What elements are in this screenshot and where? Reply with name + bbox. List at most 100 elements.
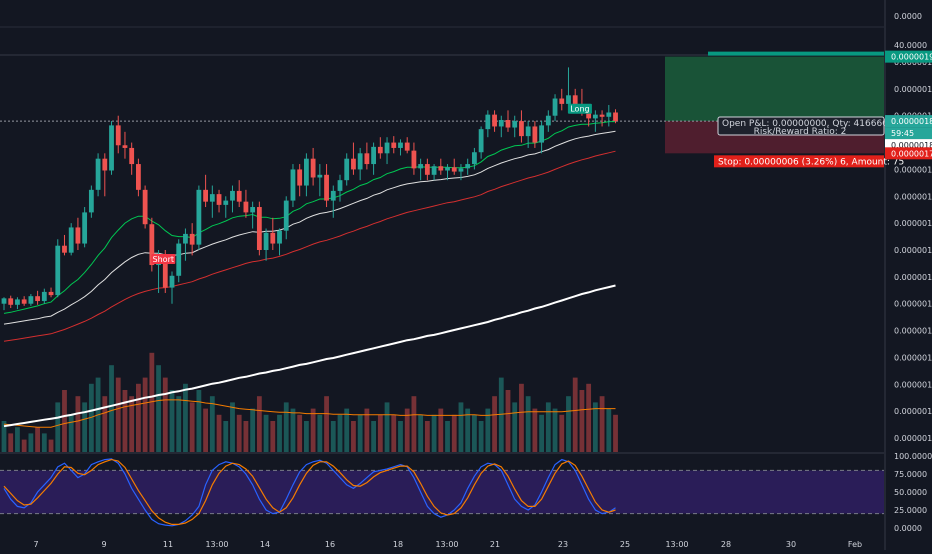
volume-bar — [324, 396, 329, 452]
volume-panel — [1, 352, 618, 452]
volume-bar — [552, 408, 558, 452]
reward-zone — [665, 56, 884, 122]
volume-bar — [88, 383, 94, 452]
moving-averages — [3, 121, 616, 428]
candle-body — [189, 233, 195, 245]
price-tick: 0.00000155 — [894, 273, 932, 282]
volume-bar — [21, 439, 27, 452]
candles — [1, 67, 618, 311]
countdown-label-bg — [885, 127, 932, 140]
price-axis[interactable]: 0.000040.00000.000001950.000001900.00000… — [894, 12, 932, 533]
volume-bar — [539, 414, 544, 452]
candle-body — [28, 296, 34, 304]
candle-body — [465, 164, 471, 169]
volume-bar — [337, 414, 343, 452]
candle-body — [203, 189, 208, 202]
marker-long-label: Long — [570, 105, 589, 114]
countdown-label: 59:45 — [891, 129, 914, 138]
time-tick: 28 — [721, 540, 731, 549]
volume-bar — [465, 408, 471, 452]
candle-body — [136, 164, 141, 190]
candle-body — [243, 201, 249, 213]
volume-bar — [277, 414, 282, 452]
position-tool[interactable]: Open P&L: 0.00000000, Qty: 4166666666Ris… — [0, 51, 911, 168]
ma-line-ma_fast — [3, 121, 616, 314]
target-strip — [708, 51, 884, 56]
candle-body — [102, 158, 108, 171]
volume-bar — [156, 365, 161, 452]
volume-bar — [28, 433, 34, 452]
volume-bar — [592, 402, 598, 452]
time-tick: 14 — [260, 540, 270, 549]
candle-body — [277, 230, 282, 244]
marker-long-bg — [567, 103, 592, 114]
volume-bar — [223, 421, 229, 452]
candle-body — [270, 232, 276, 244]
volume-bar — [364, 408, 370, 452]
volume-bar — [330, 421, 336, 452]
price-tick: 0.00000135 — [894, 380, 932, 389]
candle-body — [35, 296, 40, 302]
current-price-label: 0.00000184 — [891, 141, 932, 150]
volume-bar — [498, 377, 504, 452]
volume-bar — [109, 365, 114, 452]
price-tick: 0.00000145 — [894, 327, 932, 336]
ma-line-ma_mid — [3, 130, 616, 325]
time-axis[interactable]: 7 9 11 13:00 14 16 18 13:00 21 23 25 13:00 28 30 Feb — [33, 540, 862, 549]
volume-bar — [559, 414, 565, 452]
time-tick: 25 — [620, 540, 630, 549]
candle-body — [566, 95, 571, 104]
time-tick: 16 — [325, 540, 335, 549]
time-tick: 18 — [393, 540, 403, 549]
volume-bar — [418, 414, 424, 452]
volume-bar — [203, 408, 208, 452]
candle-body — [498, 120, 504, 127]
candle-body — [82, 212, 88, 244]
candle-body — [384, 142, 390, 154]
volume-bar — [129, 396, 135, 452]
volume-bar — [196, 390, 202, 452]
stoch-tick: 100.0000 — [894, 452, 932, 461]
volume-bar — [438, 408, 444, 452]
candle-body — [458, 168, 464, 172]
volume-bar — [68, 414, 74, 452]
stoch-tick: 0.0000 — [894, 524, 922, 533]
volume-bar — [41, 433, 47, 452]
entry-price-label: 0.00000184 — [891, 117, 932, 126]
stoch-line-1 — [3, 458, 616, 526]
stoch-band — [0, 470, 884, 514]
volume-bar — [377, 414, 383, 452]
volume-bar — [162, 377, 168, 452]
candle-body — [330, 190, 336, 201]
candle-body — [129, 147, 135, 165]
candle-body — [472, 152, 477, 165]
stoch-tick: 50.0000 — [894, 488, 927, 497]
candle-body — [445, 167, 450, 171]
candle-body — [377, 146, 383, 154]
candle-body — [41, 291, 47, 302]
marker-short-bg — [151, 254, 176, 264]
candle-body — [183, 233, 188, 244]
candle-body — [344, 158, 350, 181]
volume-bar — [317, 414, 323, 452]
volume-bar — [256, 396, 262, 452]
candle-body — [149, 224, 155, 266]
candle-body — [532, 126, 538, 143]
price-tick: 0.00000150 — [894, 300, 932, 309]
time-tick: 30 — [786, 540, 796, 549]
candle-body — [485, 114, 491, 130]
top-axis-tick: 0.0000 — [894, 12, 922, 21]
volume-bar — [478, 421, 484, 452]
candle-body — [418, 164, 424, 169]
candle-body — [230, 190, 235, 201]
candle-body — [586, 113, 592, 119]
time-tick: 21 — [490, 540, 500, 549]
volume-bar — [304, 421, 309, 452]
candle-body — [236, 190, 242, 202]
candle-body — [15, 299, 20, 305]
candle-body — [478, 129, 484, 153]
candle-body — [162, 254, 168, 288]
volume-bar — [270, 421, 276, 452]
